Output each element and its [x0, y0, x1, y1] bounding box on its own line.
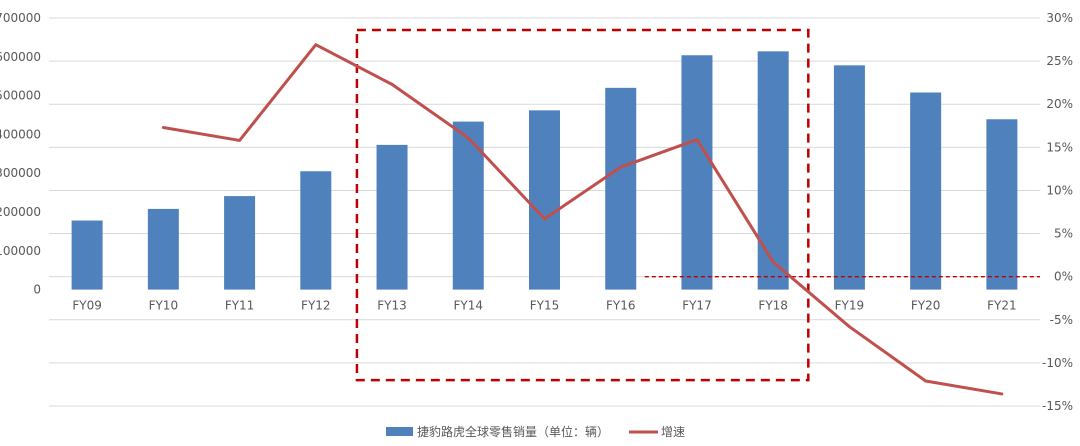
x-axis-tick-label: FY15	[530, 299, 560, 313]
bar-series	[71, 51, 1018, 290]
x-axis-tick-label: FY19	[835, 299, 865, 313]
right-axis-tick-labels: -15% -10% -5% 0% 5% 10% 15% 20% 25% 30%	[1042, 11, 1073, 413]
x-axis-tick-label: FY16	[606, 299, 636, 313]
bar	[986, 119, 1018, 290]
left-axis-tick-label: 0	[33, 283, 41, 297]
left-axis-tick-labels: 0 100000 200000 300000 400000 500000 600000 700…	[0, 11, 41, 297]
bar	[605, 87, 637, 290]
x-axis-tick-label: FY11	[225, 299, 255, 313]
left-axis-tick-label: 400000	[0, 127, 41, 141]
x-axis-tick-label: FY10	[149, 299, 179, 313]
line-series	[161, 43, 1004, 396]
x-axis-tick-label: FY12	[301, 299, 331, 313]
bar	[147, 208, 179, 290]
left-axis-tick-label: 700000	[0, 11, 41, 25]
right-axis-tick-label: -10%	[1042, 356, 1073, 370]
left-axis-tick-label: 500000	[0, 89, 41, 103]
right-axis-tick-label: 5%	[1054, 227, 1073, 241]
legend: 捷豹路虎全球零售销量（单位：辆） 增速	[386, 424, 685, 439]
bar	[224, 196, 256, 290]
bar	[376, 144, 408, 290]
left-axis-tick-label: 300000	[0, 166, 41, 180]
x-axis-tick-label: FY14	[454, 299, 484, 313]
left-axis-tick-label: 100000	[0, 244, 41, 258]
right-axis-tick-label: -15%	[1042, 399, 1073, 413]
right-axis-tick-label: 20%	[1046, 97, 1073, 111]
bar	[833, 65, 865, 290]
x-axis-tick-label: FY09	[72, 299, 102, 313]
right-axis-tick-label: 10%	[1046, 183, 1073, 197]
x-axis-tick-label: FY21	[987, 299, 1017, 313]
x-axis-tick-label: FY17	[682, 299, 712, 313]
annotations	[355, 28, 1040, 382]
bar	[300, 171, 332, 290]
growth-line	[161, 43, 1004, 396]
bar	[71, 220, 103, 290]
bar	[529, 110, 560, 290]
bar	[452, 121, 484, 290]
bar	[757, 51, 789, 290]
bar	[681, 55, 713, 290]
legend-bar-label: 捷豹路虎全球零售销量（单位：辆）	[417, 424, 609, 439]
x-axis-tick-label: FY20	[911, 299, 941, 313]
left-axis-tick-label: 200000	[0, 205, 41, 219]
legend-bar-swatch	[386, 427, 413, 436]
right-axis-tick-label: 30%	[1046, 11, 1073, 25]
right-axis-tick-label: 0%	[1054, 270, 1073, 284]
right-axis-tick-label: 25%	[1046, 54, 1073, 68]
highlight-box	[355, 28, 810, 382]
legend-line-label: 增速	[661, 425, 685, 439]
x-axis-tick-label: FY18	[758, 299, 788, 313]
right-axis-tick-label: 15%	[1046, 140, 1073, 154]
bar	[910, 92, 942, 290]
x-axis-tick-label: FY13	[377, 299, 407, 313]
x-axis-tick-labels: FY09 FY10 FY11 FY12 FY13 FY14 FY15 FY16 FY17 FY18…	[72, 299, 1016, 313]
left-axis-tick-label: 600000	[0, 50, 41, 64]
right-axis-tick-label: -5%	[1050, 313, 1073, 327]
